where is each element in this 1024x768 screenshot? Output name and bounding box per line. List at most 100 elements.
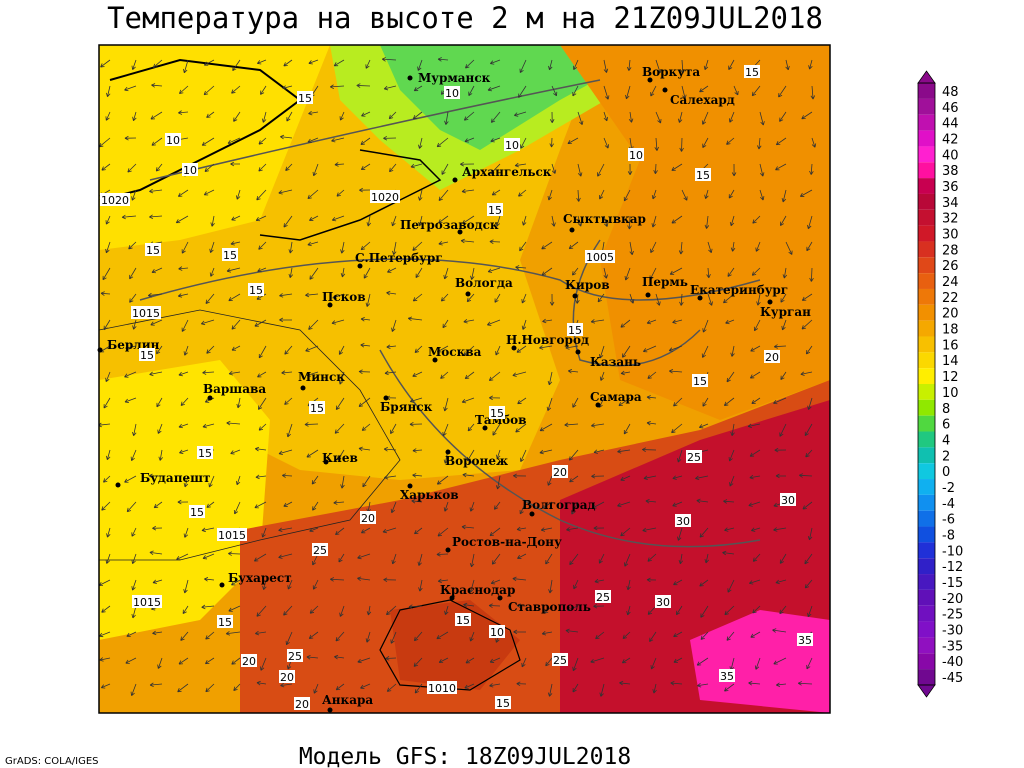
city-dot (511, 345, 517, 351)
wind-arrow (231, 319, 241, 330)
wind-arrow (256, 189, 267, 201)
wind-arrow (488, 371, 501, 381)
wind-arrow (287, 579, 293, 590)
city-label: Киев (322, 451, 358, 465)
wind-arrow (124, 85, 137, 92)
wind-arrow (782, 267, 788, 279)
wind-arrow (655, 111, 662, 124)
wind-arrow (730, 423, 735, 436)
contour-label-box (495, 696, 511, 709)
wind-arrow (99, 657, 111, 662)
wind-arrow (438, 657, 449, 664)
wind-arrow (155, 163, 163, 172)
wind-arrow (335, 683, 345, 691)
wind-arrow (572, 657, 579, 672)
wind-arrow (572, 267, 579, 276)
wind-arrow (231, 579, 241, 586)
legend-swatch (918, 589, 935, 606)
wind-arrow (311, 475, 319, 485)
wind-arrow (132, 319, 137, 330)
wind-arrow (258, 345, 267, 359)
wind-arrow (752, 553, 761, 562)
wind-arrow (233, 111, 241, 122)
legend-swatch (918, 98, 935, 115)
legend-label: 10 (942, 386, 959, 401)
wind-arrow (284, 397, 293, 405)
wind-arrow (628, 111, 634, 123)
wind-arrow (572, 85, 579, 97)
legend-swatch (918, 574, 935, 590)
contour-label: 1015 (132, 307, 160, 320)
wind-arrow (680, 59, 685, 74)
wind-arrow (175, 215, 189, 224)
wind-arrow (549, 111, 555, 123)
wind-arrow (105, 111, 111, 121)
wind-arrow (521, 319, 527, 330)
wind-arrow (679, 137, 684, 152)
wind-arrow (340, 241, 345, 254)
wind-arrow (200, 319, 215, 326)
wind-arrow (334, 654, 345, 660)
wind-arrow (227, 137, 241, 145)
wind-arrow (603, 215, 609, 227)
wind-arrow (436, 631, 449, 640)
wind-arrow (257, 267, 267, 273)
wind-arrow (671, 423, 683, 434)
wind-arrow (490, 579, 501, 585)
wind-arrow (467, 423, 475, 432)
wind-arrow (726, 137, 735, 145)
wind-arrow (391, 553, 397, 565)
contour-label: 15 (456, 614, 470, 627)
wind-arrow (728, 449, 735, 462)
legend-label: 18 (942, 323, 959, 338)
wind-arrow (780, 371, 787, 380)
wind-arrow (357, 576, 371, 581)
contour-label: 10 (445, 87, 459, 100)
wind-arrow (548, 59, 553, 71)
wind-arrow (329, 84, 345, 89)
contour-label-box (145, 243, 161, 256)
contour-label-box (100, 193, 130, 206)
contour-label: 15 (490, 407, 504, 420)
city-label: Варшава (203, 382, 266, 396)
legend-swatch (918, 463, 935, 480)
legend-swatch (918, 669, 935, 685)
credit: GrADS: COLA/IGES (5, 756, 99, 767)
wind-arrow (260, 85, 267, 95)
wind-arrow (780, 293, 787, 303)
city-label: Брянск (380, 400, 433, 414)
wind-arrow (286, 423, 293, 438)
wind-arrow (308, 59, 319, 65)
legend-label: 26 (942, 259, 959, 274)
wind-arrow (382, 527, 397, 534)
wind-arrow (749, 449, 761, 457)
contour-label-box (165, 133, 181, 146)
wind-arrow (618, 397, 631, 407)
legend-swatch (918, 415, 935, 432)
wind-arrow (621, 657, 631, 664)
wind-arrow (751, 397, 761, 405)
wind-arrow (103, 475, 111, 483)
wind-arrow (462, 472, 475, 478)
wind-arrow (306, 449, 319, 458)
wind-arrow (388, 111, 397, 120)
wind-arrow (286, 111, 293, 122)
wind-arrow (412, 371, 423, 377)
wind-arrow (150, 111, 163, 120)
wind-arrow (121, 214, 137, 220)
wind-arrow (781, 189, 787, 203)
wind-arrow (598, 553, 605, 564)
wind-arrow (650, 85, 657, 97)
wind-arrow (304, 422, 319, 427)
wind-arrow (620, 475, 631, 481)
wind-arrow (748, 680, 761, 686)
wind-arrow (491, 553, 501, 565)
wind-arrow (493, 501, 501, 510)
wind-arrow (463, 319, 475, 324)
contour-label-box (309, 401, 325, 414)
wind-arrow (126, 631, 137, 638)
city-label: Краснодар (440, 583, 515, 597)
city-label: Петрозаводск (400, 218, 499, 232)
wind-arrow (731, 163, 737, 177)
wind-arrow (258, 163, 267, 172)
